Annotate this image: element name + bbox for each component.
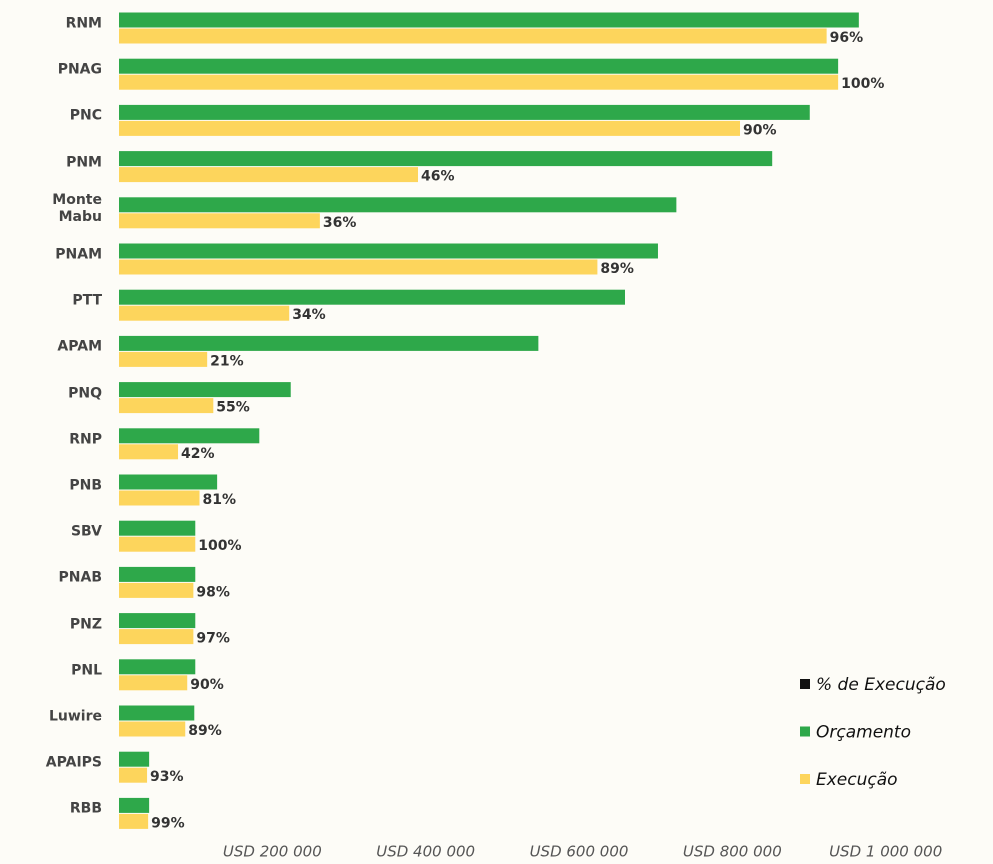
bar — [119, 582, 194, 598]
bar — [119, 675, 188, 691]
category-label: PNL — [71, 662, 102, 679]
category-label: PNM — [66, 154, 102, 171]
bar — [119, 613, 196, 629]
category-label: PNC — [69, 107, 102, 124]
x-tick-label: USD 400 000 — [376, 843, 475, 861]
bar — [119, 197, 677, 213]
bar — [119, 74, 839, 90]
x-tick-label: USD 600 000 — [530, 843, 629, 861]
bar — [119, 767, 148, 783]
category-label: SBV — [70, 523, 102, 540]
category-label: RBB — [69, 800, 102, 817]
data-label: 89% — [600, 261, 634, 277]
data-label: 93% — [150, 769, 184, 785]
legend-label: Orçamento — [816, 723, 911, 743]
bar — [119, 659, 196, 675]
bar — [119, 629, 194, 645]
bar — [119, 705, 195, 721]
bar — [119, 104, 810, 120]
bar — [119, 120, 740, 136]
legend-swatch — [800, 726, 810, 737]
category-label: Luwire — [48, 708, 102, 725]
x-tick-label: USD 200 000 — [223, 843, 322, 861]
bar — [119, 813, 149, 829]
data-label: 55% — [216, 400, 250, 416]
bar — [119, 490, 200, 506]
bar — [119, 751, 150, 767]
bar — [119, 335, 539, 351]
bar — [119, 382, 291, 398]
data-label: 42% — [181, 446, 215, 462]
bar — [119, 289, 625, 305]
bar — [119, 520, 196, 536]
category-label: APAIPS — [45, 754, 102, 771]
legend-swatch — [800, 679, 810, 689]
legend-label: % de Execução — [816, 675, 946, 695]
bar — [119, 721, 186, 737]
category-label: RNP — [69, 431, 102, 448]
category-label: PNAG — [57, 61, 102, 78]
bar — [119, 536, 196, 552]
bar — [119, 151, 773, 167]
category-label: RNM — [65, 15, 102, 32]
category-label: PNAM — [55, 246, 102, 263]
category-label: PNB — [69, 477, 102, 494]
data-label: 36% — [323, 215, 357, 231]
data-label: 90% — [743, 122, 777, 138]
legend-label: Execução — [816, 770, 898, 790]
bar — [119, 351, 208, 367]
data-label: 97% — [196, 631, 230, 647]
bar — [119, 428, 260, 444]
data-label: 99% — [151, 815, 185, 831]
bar — [119, 398, 214, 414]
bar — [119, 305, 290, 321]
bar — [119, 243, 658, 259]
bar — [119, 444, 179, 460]
category-label: Monte Mabu — [52, 191, 102, 225]
data-label: 100% — [198, 538, 241, 554]
legend-swatch — [800, 774, 810, 784]
x-tick-label: USD 800 000 — [683, 843, 782, 861]
data-label: 90% — [190, 677, 224, 693]
data-label: 34% — [292, 307, 326, 323]
data-label: 98% — [196, 584, 230, 600]
data-label: 89% — [188, 723, 222, 739]
bar — [119, 28, 827, 44]
data-label: 100% — [841, 76, 884, 92]
x-tick-label: USD 1 000 000 — [829, 843, 942, 861]
bar — [119, 259, 598, 275]
bar — [119, 58, 839, 74]
data-label: 21% — [210, 353, 244, 369]
bar — [119, 566, 196, 582]
category-label: PNQ — [68, 385, 102, 402]
bar — [119, 474, 218, 490]
category-label: APAM — [57, 338, 102, 355]
bar — [119, 213, 320, 229]
category-label: PNZ — [69, 616, 102, 633]
data-label: 81% — [203, 492, 237, 508]
bar — [119, 797, 150, 813]
bar — [119, 12, 859, 28]
category-label: PTT — [72, 292, 102, 309]
category-label: PNAB — [58, 569, 102, 586]
data-label: 46% — [421, 169, 455, 185]
data-label: 96% — [830, 30, 864, 46]
bar — [119, 167, 418, 183]
